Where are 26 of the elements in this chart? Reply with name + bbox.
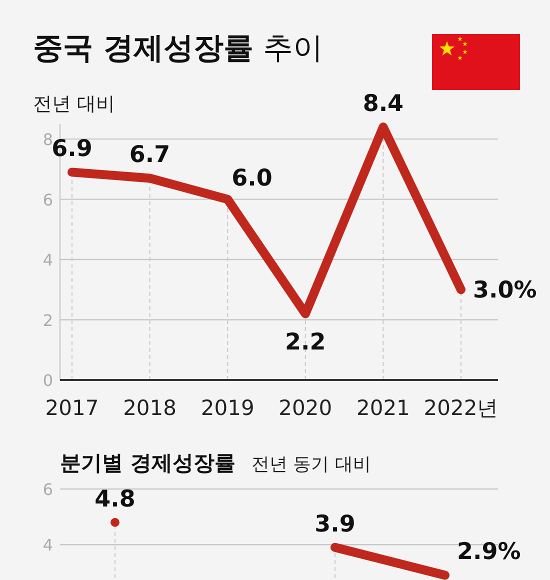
data-label: 4.8: [94, 486, 136, 512]
x-tick-label: 2022년: [424, 396, 498, 420]
chart-subtitle: 전년 동기 대비: [251, 454, 371, 475]
y-tick-label: 4: [42, 536, 54, 555]
data-label: 3.9: [314, 511, 356, 538]
chart-subtitle: 전년 대비: [33, 93, 116, 115]
chart-title: 분기별 경제성장률: [60, 451, 236, 475]
y-tick-label: 4: [42, 250, 54, 270]
x-tick-label: 2017: [45, 396, 99, 420]
y-tick-label: 2: [42, 310, 54, 330]
y-tick-label: 8: [42, 130, 54, 150]
data-label: 6.0: [232, 165, 272, 192]
data-label: 6.7: [129, 142, 170, 168]
x-tick-label: 2020: [278, 396, 332, 420]
y-tick-label: 6: [42, 480, 54, 499]
data-label: 2.2: [285, 330, 326, 356]
x-tick-label: 2018: [123, 396, 177, 420]
data-label: 3.0%: [473, 278, 537, 304]
data-label: 2.9%: [457, 539, 521, 566]
y-tick-label: 0: [42, 371, 54, 390]
chart-title: 중국 경제성장률 추이: [33, 31, 323, 66]
y-tick-label: 6: [42, 190, 54, 210]
data-label: 6.9: [52, 136, 92, 162]
x-tick-label: 2019: [200, 396, 254, 420]
data-label: 8.4: [362, 91, 404, 118]
x-tick-label: 2021: [356, 396, 410, 420]
